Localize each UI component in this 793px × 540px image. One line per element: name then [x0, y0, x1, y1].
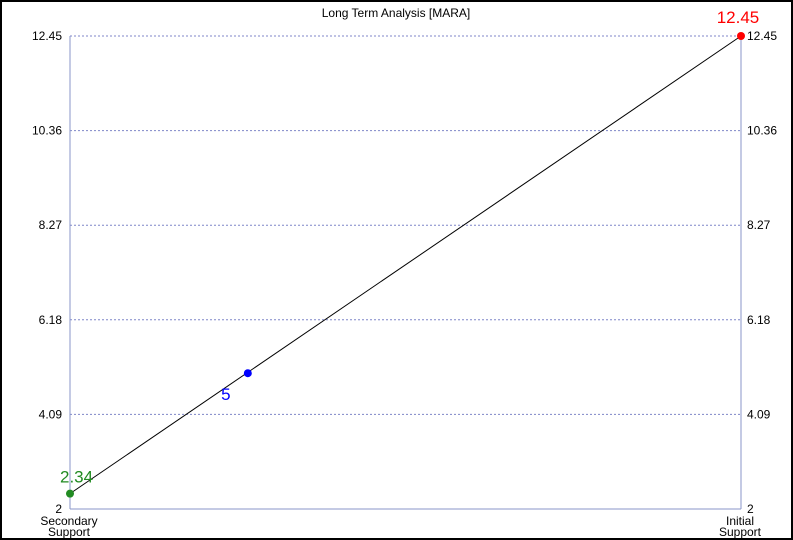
data-label: 2.34	[60, 468, 93, 487]
y-axis-left-ticks: 2 4.09 6.18 8.27 10.36 12.45	[32, 29, 62, 516]
data-points: 2.34 5 12.45	[60, 8, 759, 498]
data-point	[66, 489, 74, 498]
y-tick-label-right: 8.27	[747, 218, 771, 232]
y-tick-label-left: 2	[55, 502, 62, 516]
data-point	[737, 32, 745, 40]
y-tick-label-left: 12.45	[32, 29, 62, 43]
y-tick-label-left: 6.18	[39, 313, 63, 327]
y-tick-label-right: 2	[747, 502, 754, 516]
x-category-label: Initial	[726, 514, 754, 528]
y-tick-label-right: 6.18	[747, 313, 771, 327]
y-tick-label-right: 12.45	[747, 29, 777, 43]
grid-lines	[70, 35, 741, 415]
y-tick-label-left: 4.09	[39, 407, 63, 421]
axes	[69, 36, 742, 510]
y-axis-right-ticks: 2 4.09 6.18 8.27 10.36 12.45	[747, 29, 777, 516]
y-tick-label-left: 10.36	[32, 124, 62, 138]
x-category-label: Support	[48, 525, 91, 539]
chart-title: Long Term Analysis [MARA]	[322, 6, 471, 20]
data-label: 12.45	[717, 8, 760, 27]
y-tick-label-right: 10.36	[747, 124, 777, 138]
y-tick-label-left: 8.27	[39, 218, 63, 232]
series-line	[69, 35, 742, 495]
series-line-segment	[69, 35, 742, 495]
y-tick-label-right: 4.09	[747, 407, 771, 421]
x-category-label: Support	[719, 525, 762, 539]
data-point	[243, 369, 252, 378]
x-category-label: Secondary	[40, 514, 97, 528]
data-label: 5	[221, 385, 230, 404]
